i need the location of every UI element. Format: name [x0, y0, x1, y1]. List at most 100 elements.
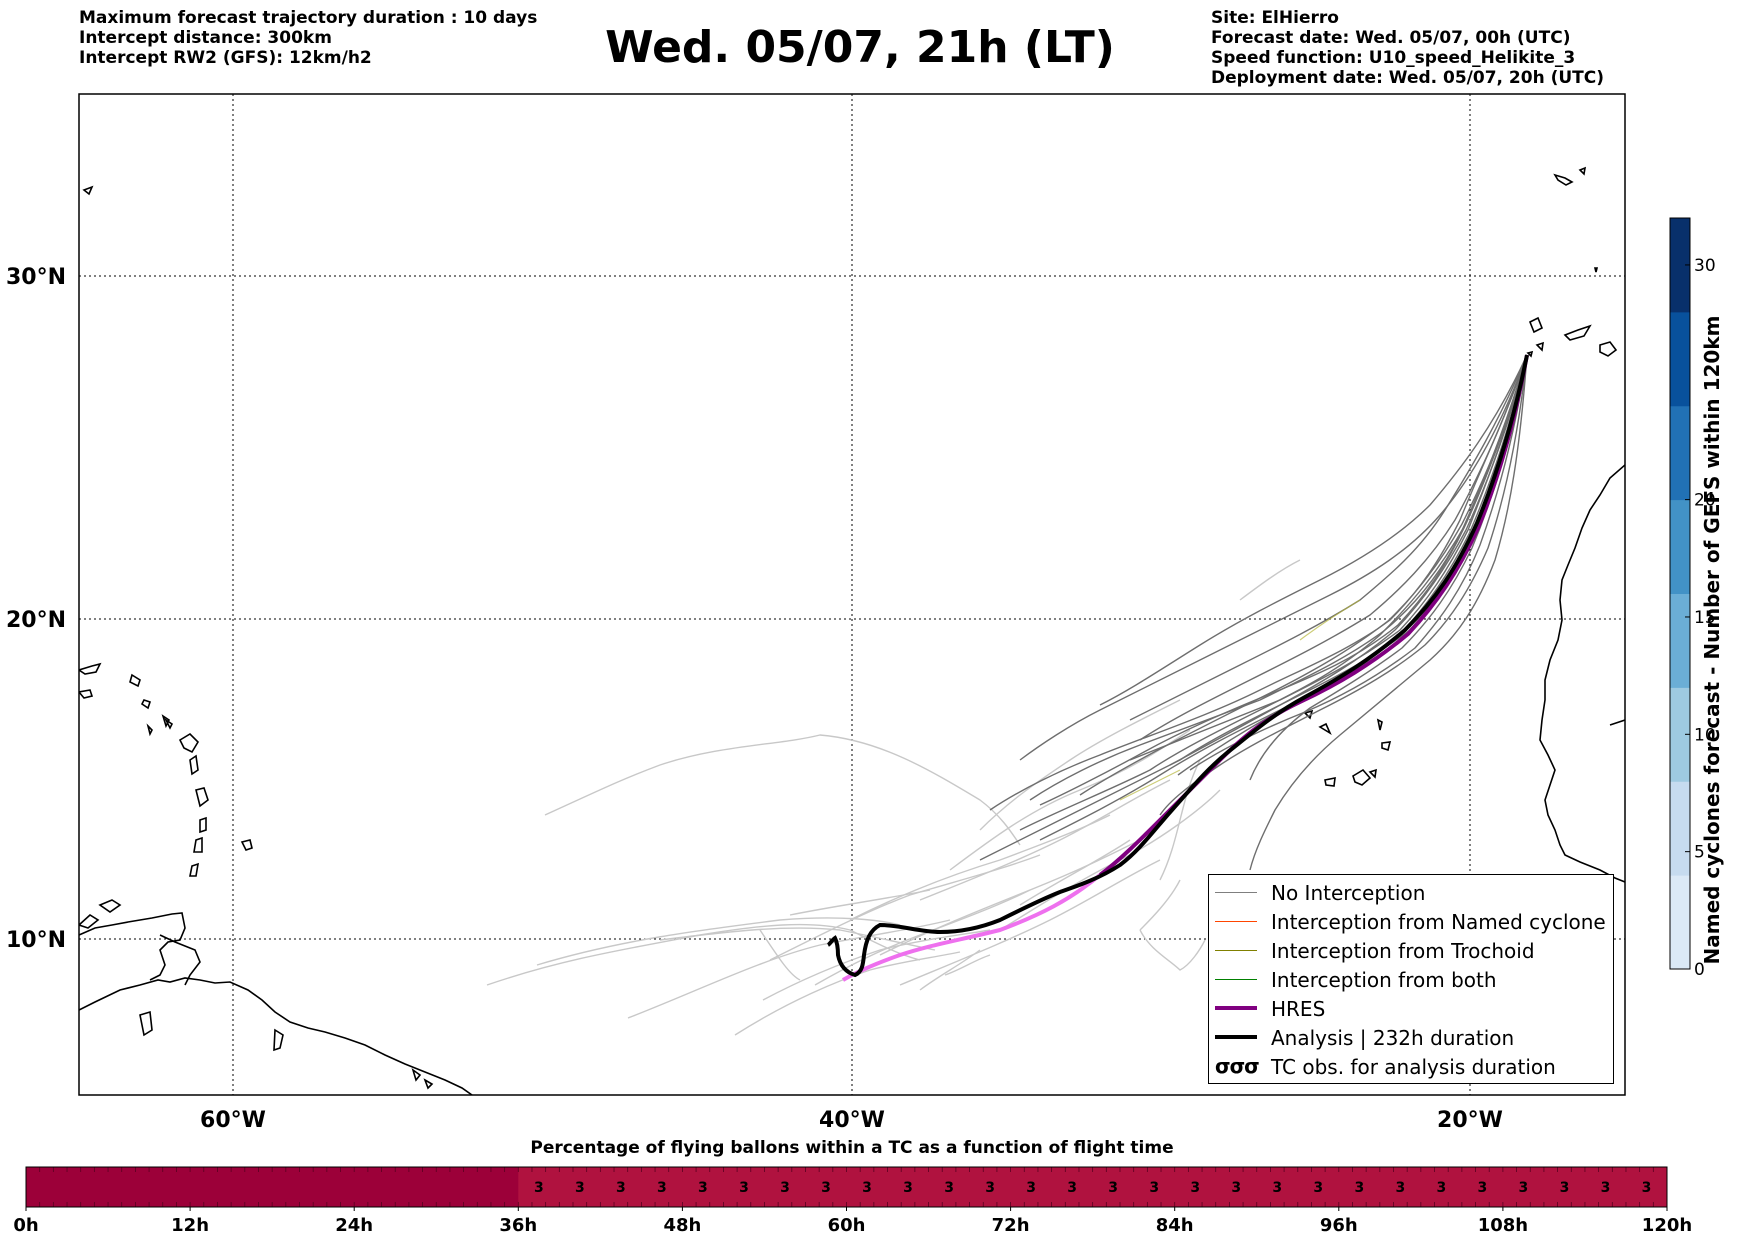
map-frame	[78, 93, 1626, 1096]
flight-bar-cell-value: 3	[534, 1180, 544, 1196]
colorbar-segment	[1670, 875, 1690, 970]
coastlines	[79, 166, 1625, 1095]
legend-label: Interception from Trochoid	[1271, 939, 1535, 963]
legend-item-no-interception: No Interception	[1209, 879, 1613, 907]
longitude-labels: 60°W 40°W 20°W	[200, 1108, 1503, 1133]
flight-bar-cell-value: 3	[1026, 1180, 1036, 1196]
trajectories-light	[486, 559, 1301, 1036]
legend-item-both: Interception from both	[1209, 966, 1613, 994]
colorbar-label: Named cyclones forecast - Number of GEFS…	[1700, 315, 1724, 965]
flight-bar-cell-value: 3	[1519, 1180, 1529, 1196]
flight-bar-cell-value: 3	[1436, 1180, 1446, 1196]
flight-bar-time-label: 12h	[171, 1215, 209, 1236]
flight-bar-cell-value: 3	[1190, 1180, 1200, 1196]
site-text: Site: ElHierro	[1211, 8, 1339, 28]
flight-bar-cell-value: 3	[657, 1180, 667, 1196]
analysis-trajectory	[826, 354, 1529, 978]
hres-trajectory	[841, 354, 1529, 982]
flight-bar-cell-value: 3	[903, 1180, 913, 1196]
legend-item-trochoid: Interception from Trochoid	[1209, 937, 1613, 965]
flight-bar-cell-value: 3	[1642, 1180, 1652, 1196]
flight-bar-cell-value: 3	[1354, 1180, 1364, 1196]
flight-bar-time-label: 108h	[1478, 1215, 1528, 1236]
colorbar-segment	[1670, 311, 1690, 407]
lon-label-60w: 60°W	[200, 1108, 266, 1133]
colorbar-tick-label: 15	[1694, 608, 1716, 628]
flight-bar-time-label: 0h	[13, 1215, 38, 1236]
colorbar-tick-label: 30	[1694, 256, 1716, 276]
flight-bar-cell-value: 3	[1395, 1180, 1405, 1196]
legend: No Interception Interception from Named …	[1208, 874, 1614, 1084]
bottom-bar-title: Percentage of flying ballons within a TC…	[530, 1138, 1174, 1158]
flight-bar-time-label: 84h	[1156, 1215, 1194, 1236]
flight-bar-time-label: 96h	[1320, 1215, 1358, 1236]
colorbar-tick-label: 10	[1694, 725, 1716, 745]
flight-bar-cell-value: 3	[575, 1180, 585, 1196]
flight-bar-cell-value: 3	[1231, 1180, 1241, 1196]
flight-bar-cell-value: 3	[780, 1180, 790, 1196]
lon-label-40w: 40°W	[819, 1108, 885, 1133]
colorbar-frame	[1669, 217, 1691, 970]
flight-bar-time-label: 36h	[499, 1215, 537, 1236]
flight-bar-cell-value: 3	[821, 1180, 831, 1196]
flight-bar-cell-value: 3	[1108, 1180, 1118, 1196]
lat-label-10n: 10°N	[6, 928, 66, 953]
colorbar-tick-label: 5	[1694, 843, 1705, 863]
flight-bar-time-label: 72h	[992, 1215, 1030, 1236]
flight-bar-cell-value: 3	[1601, 1180, 1611, 1196]
flight-bar-cell-value: 3	[739, 1180, 749, 1196]
intercept-distance-text: Intercept distance: 300km	[79, 28, 332, 48]
colorbar-segment	[1670, 499, 1690, 594]
header-right: Site: ElHierro Forecast date: Wed. 05/07…	[1211, 8, 1604, 88]
legend-item-named-cyclone: Interception from Named cyclone	[1209, 908, 1613, 936]
trajectories-trochoid	[1119, 599, 1361, 801]
trajectories-no-interception	[979, 354, 1528, 871]
map-gridlines	[79, 94, 1625, 1095]
colorbar-segment	[1670, 218, 1690, 313]
legend-item-analysis: Analysis | 232h duration	[1209, 1024, 1613, 1052]
tc-symbol-icon: σσσ	[1215, 1054, 1260, 1078]
flight-bar-cell-value: 3	[616, 1180, 626, 1196]
legend-label: TC obs. for analysis duration	[1271, 1055, 1556, 1079]
flight-bar-time-label: 120h	[1642, 1215, 1692, 1236]
header-left: Maximum forecast trajectory duration : 1…	[79, 8, 537, 68]
colorbar-segment	[1670, 405, 1690, 501]
lat-label-20n: 20°N	[6, 608, 66, 633]
max-duration-text: Maximum forecast trajectory duration : 1…	[79, 8, 538, 28]
flight-bar-cell-value: 3	[1149, 1180, 1159, 1196]
colorbar-segment	[1670, 593, 1690, 688]
legend-label: HRES	[1271, 997, 1326, 1021]
colorbar-tick-label: 0	[1694, 960, 1705, 980]
flight-time-bar: 3 3 3 3 3 3 3 3 3 3 3 3 3 3 3 3 3 3 3 3 3 3 3 3 3 3 3 3 0h 12h 24h 36h 4…	[13, 1166, 1692, 1236]
legend-label: No Interception	[1271, 881, 1426, 905]
page-title: Wed. 05/07, 21h (LT)	[605, 22, 1115, 73]
colorbar-tick-label: 20	[1694, 491, 1716, 511]
forecast-date-text: Forecast date: Wed. 05/07, 00h (UTC)	[1211, 28, 1571, 48]
flight-bar-cell-value: 3	[1478, 1180, 1488, 1196]
flight-bar-time-label: 60h	[828, 1215, 866, 1236]
colorbar-segment	[1670, 781, 1690, 876]
speed-function-text: Speed function: U10_speed_Helikite_3	[1211, 48, 1576, 68]
flight-bar-cell-value: 3	[862, 1180, 872, 1196]
flight-bar-time-label: 48h	[663, 1215, 701, 1236]
flight-bar-cell-value: 3	[944, 1180, 954, 1196]
flight-bar-cell-value: 3	[1067, 1180, 1077, 1196]
flight-bar-time-label: 24h	[335, 1215, 373, 1236]
legend-label: Interception from both	[1271, 968, 1497, 992]
flight-bar-cell-value: 3	[1313, 1180, 1323, 1196]
flight-bar-cell-value: 3	[1560, 1180, 1570, 1196]
latitude-labels: 30°N 20°N 10°N	[6, 265, 66, 953]
intercept-rw2-text: Intercept RW2 (GFS): 12km/h2	[79, 48, 372, 68]
lon-label-20w: 20°W	[1437, 1108, 1503, 1133]
deployment-date-text: Deployment date: Wed. 05/07, 20h (UTC)	[1211, 68, 1605, 88]
flight-bar-values	[518, 1167, 1667, 1207]
colorbar-segment	[1670, 687, 1690, 782]
legend-item-tc-obs: σσσ TC obs. for analysis duration	[1209, 1053, 1613, 1081]
legend-label: Analysis | 232h duration	[1271, 1026, 1515, 1050]
legend-item-hres: HRES	[1209, 995, 1613, 1023]
flight-bar-cell-value: 3	[698, 1180, 708, 1196]
legend-label: Interception from Named cyclone	[1271, 910, 1606, 934]
colorbar: 0 5 10 15 20 30	[1669, 217, 1716, 980]
lat-label-30n: 30°N	[6, 265, 66, 290]
